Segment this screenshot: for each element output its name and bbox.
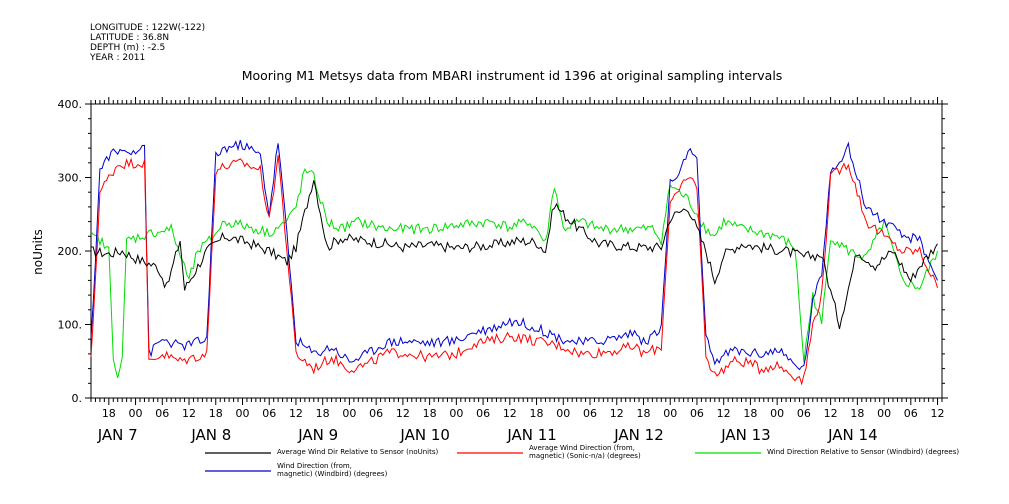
x-tick-label: 18 [743,407,757,420]
x-tick-label: 18 [209,407,223,420]
x-tick-label: 12 [182,407,196,420]
y-tick-label: 100. [58,319,83,332]
meta-latitude: LATITUDE : 36.8N [90,33,169,43]
x-tick-label: 06 [583,407,597,420]
x-tick-label: 18 [850,407,864,420]
date-label: JAN 7 [97,426,138,444]
y-axis-label: noUnits [31,229,45,275]
legend-label: magnetic) (Sonic-n/a) (degrees) [529,452,641,460]
y-tick-label: 0. [72,392,83,405]
x-tick-label: 06 [476,407,490,420]
legend-label: magnetic) (Windbird) (degrees) [277,470,388,478]
date-label: JAN 14 [827,426,878,444]
x-tick-label: 12 [717,407,731,420]
date-label: JAN 10 [399,426,450,444]
x-tick-label: 12 [396,407,410,420]
series-layer [90,139,938,386]
series-line-1 [91,180,938,330]
tick-layer: 0. 100. 200. 300. 400. 18 00 06 12 18 00 06 12 18 00 06… [58,97,948,444]
x-tick-label: 06 [369,407,383,420]
meta-year: YEAR : 2011 [89,53,145,63]
x-tick-label: 12 [289,407,303,420]
x-tick-label: 00 [770,407,784,420]
legend-label: Wind Direction Relative to Sensor (Windb… [767,448,959,456]
date-label: JAN 13 [720,426,771,444]
legend: Average Wind Dir Relative to Sensor (noU… [205,444,959,478]
x-tick-label: 06 [904,407,918,420]
x-tick-label: 12 [503,407,517,420]
x-tick-label: 18 [102,407,116,420]
plot-axes [90,103,943,399]
legend-label: Average Wind Direction (from, [529,444,635,452]
y-tick-label: 200. [58,245,83,258]
x-tick-label: 06 [797,407,811,420]
plot-frame [90,103,943,399]
y-tick-label: 300. [58,172,83,185]
x-tick-label: 12 [610,407,624,420]
x-tick-label: 18 [530,407,544,420]
x-tick-label: 00 [449,407,463,420]
x-tick-label: 18 [316,407,330,420]
y-tick-label: 400. [58,98,83,111]
meta-longitude: LONGITUDE : 122W(-122) [90,23,205,33]
date-label: JAN 8 [190,426,231,444]
x-tick-label: 00 [342,407,356,420]
x-tick-label: 00 [877,407,891,420]
legend-label: Wind Direction (from, [277,462,352,470]
x-tick-label: 00 [556,407,570,420]
x-tick-label: 06 [690,407,704,420]
date-label: JAN 11 [506,426,557,444]
x-tick-label: 12 [931,407,945,420]
date-label: JAN 9 [297,426,338,444]
x-tick-label: 12 [824,407,838,420]
x-tick-label: 18 [423,407,437,420]
series-line-4 [90,139,938,371]
x-tick-label: 00 [663,407,677,420]
series-line-2 [90,155,938,386]
series-line-3 [90,167,938,379]
x-tick-label: 00 [235,407,249,420]
x-tick-label: 06 [155,407,169,420]
chart-title: Mooring M1 Metsys data from MBARI instru… [242,68,783,83]
metadata-block: LONGITUDE : 122W(-122) LATITUDE : 36.8N … [89,23,205,63]
x-tick-label: 00 [129,407,143,420]
legend-label: Average Wind Dir Relative to Sensor (noU… [277,448,438,456]
date-label: JAN 12 [613,426,664,444]
x-tick-label: 18 [636,407,650,420]
x-tick-label: 06 [262,407,276,420]
meta-depth: DEPTH (m) : -2.5 [90,43,165,53]
